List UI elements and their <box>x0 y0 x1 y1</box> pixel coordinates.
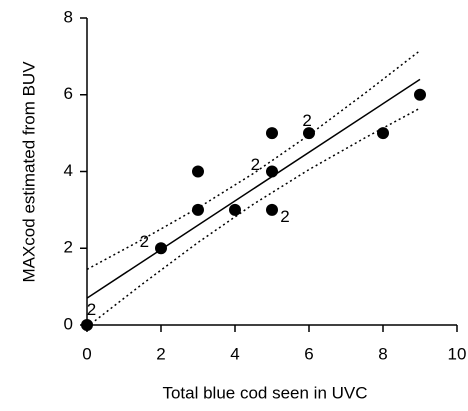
point-count-label: 2 <box>302 111 311 130</box>
y-axis-label: MAXcod estimated from BUV <box>19 61 38 283</box>
x-tick-label: 0 <box>82 344 91 363</box>
point-count-label: 2 <box>87 300 96 319</box>
x-axis-label: Total blue cod seen in UVC <box>162 383 367 402</box>
y-tick-label: 2 <box>64 238 73 257</box>
x-tick-label: 6 <box>304 344 313 363</box>
x-tick-label: 8 <box>378 344 387 363</box>
y-tick-label: 8 <box>64 7 73 26</box>
regression-line <box>87 78 421 299</box>
point <box>229 203 241 216</box>
point <box>266 127 278 140</box>
point <box>81 319 93 331</box>
point <box>192 203 204 216</box>
y-tick-label: 0 <box>64 314 73 333</box>
y-tick-label: 4 <box>64 161 73 180</box>
point <box>266 165 278 178</box>
point <box>266 203 278 216</box>
y-tick-label: 6 <box>64 84 73 103</box>
confidence-band <box>88 107 421 325</box>
point <box>377 127 389 140</box>
x-tick-label: 2 <box>156 344 165 363</box>
point-count-label: 2 <box>140 232 149 251</box>
x-tick-label: 4 <box>230 344 239 363</box>
plot-area <box>87 50 421 325</box>
point <box>303 127 315 140</box>
point <box>414 88 426 101</box>
point-count-label: 2 <box>280 207 289 226</box>
point <box>192 165 204 178</box>
point <box>155 242 167 255</box>
x-tick-label: 10 <box>448 344 467 363</box>
point-count-label: 2 <box>251 155 260 174</box>
